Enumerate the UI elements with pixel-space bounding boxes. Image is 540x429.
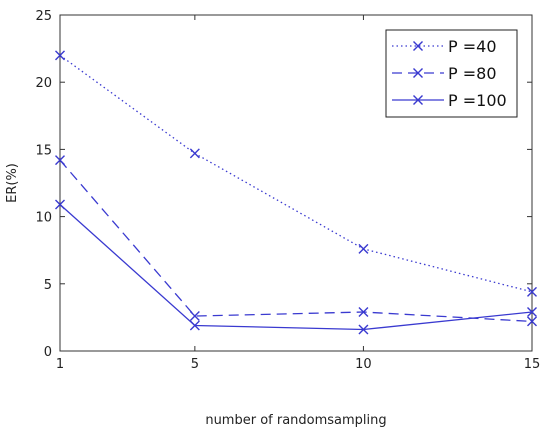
y-tick-label: 5 [44, 278, 52, 293]
marker-stroke [358, 324, 369, 335]
data-point [358, 243, 369, 254]
data-point [189, 320, 200, 331]
data-point [358, 307, 369, 318]
marker-stroke [55, 155, 65, 166]
legend-marker [413, 41, 423, 51]
marker-stroke [527, 286, 537, 297]
data-point [55, 199, 65, 210]
marker-stroke [189, 311, 200, 322]
series-2 [55, 155, 537, 327]
series-line [59, 159, 533, 323]
legend-label: P =100 [448, 91, 507, 110]
marker-stroke [189, 320, 200, 331]
data-point [55, 50, 65, 61]
data-point [527, 286, 537, 297]
legend-box [385, 29, 518, 118]
marker-stroke [527, 307, 537, 318]
data-point [189, 311, 200, 322]
y-tick-label: 10 [35, 211, 52, 226]
data-point [189, 148, 200, 159]
x-tick-label: 5 [191, 357, 199, 372]
marker-stroke [413, 41, 423, 51]
y-axis-label: ER(%) [5, 163, 20, 203]
legend-label: P =80 [448, 64, 497, 83]
marker-stroke [358, 307, 369, 318]
marker-stroke [189, 148, 200, 159]
legend: P =40 P =80 P =100 [385, 29, 518, 118]
marker-stroke [55, 199, 65, 210]
marker-stroke [413, 68, 423, 78]
x-tick-label: 15 [524, 357, 540, 372]
y-tick-label: 15 [35, 143, 52, 158]
y-tick-label: 25 [35, 9, 52, 24]
series-line [59, 204, 533, 331]
series-layer [55, 50, 537, 335]
data-point [527, 307, 537, 318]
legend-marker [413, 68, 423, 78]
marker-stroke [413, 95, 423, 105]
legend-marker [413, 95, 423, 105]
legend-label: P =40 [448, 37, 497, 56]
data-point [358, 324, 369, 335]
series-1 [55, 50, 537, 297]
x-axis-label: number of randomsampling [205, 413, 386, 428]
marker-stroke [55, 50, 65, 61]
data-point [55, 155, 65, 166]
marker-stroke [358, 243, 369, 254]
y-tick-label: 20 [35, 76, 52, 91]
x-tick-label: 1 [56, 357, 64, 372]
marker-stroke [527, 316, 537, 327]
x-tick-label: 10 [355, 357, 372, 372]
y-tick-label: 0 [44, 345, 52, 360]
data-point [527, 316, 537, 327]
series-3 [55, 199, 537, 335]
